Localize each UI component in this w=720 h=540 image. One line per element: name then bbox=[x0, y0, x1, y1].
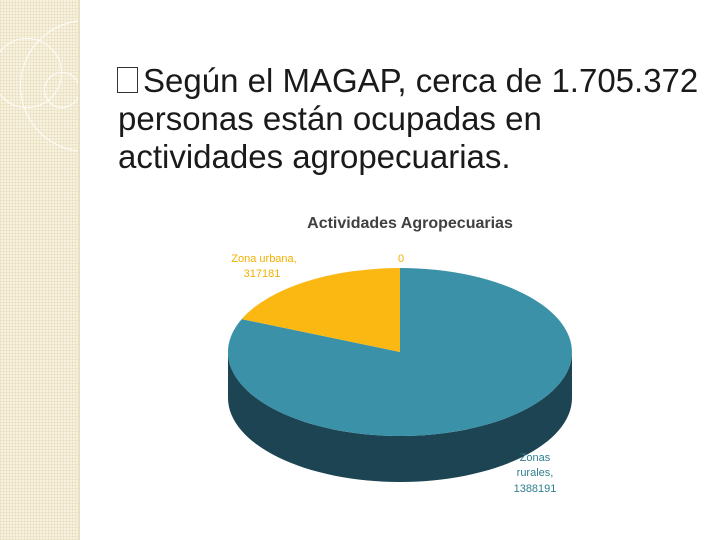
data-label-urbana-value: 317181 bbox=[244, 268, 281, 280]
box-bullet-icon bbox=[117, 67, 138, 93]
data-label-rural-name: rurales, bbox=[517, 467, 554, 479]
data-label-rural-name: Zonas bbox=[520, 452, 551, 464]
bullet-line: personas están ocupadas en bbox=[118, 100, 542, 137]
data-label-zero: 0 bbox=[398, 253, 404, 265]
bullet-text: Según el MAGAP, cerca de 1.705.372 perso… bbox=[118, 62, 708, 176]
bullet-line: actividades agropecuarias. bbox=[118, 138, 511, 175]
slice-rural-side bbox=[228, 352, 572, 482]
chart-title: Actividades Agropecuarias bbox=[307, 215, 513, 232]
data-label-urbana-name: Zona urbana, bbox=[231, 253, 296, 265]
bullet-line: Según el MAGAP, cerca de 1.705.372 bbox=[143, 62, 699, 99]
decorative-left-band bbox=[0, 0, 152, 540]
data-label-rural-value: 1388191 bbox=[514, 483, 557, 495]
band-divider bbox=[78, 0, 80, 540]
slice-urbana bbox=[241, 268, 400, 352]
slice-rural bbox=[227, 268, 572, 437]
